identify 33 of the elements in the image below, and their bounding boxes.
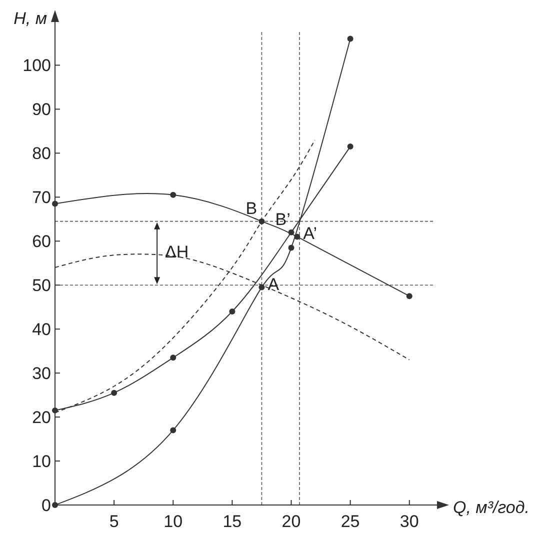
y-tick-label: 60	[32, 232, 51, 252]
x-tick-label: 15	[222, 512, 242, 531]
x-tick-label: 30	[400, 512, 419, 531]
y-tick-label: 20	[32, 408, 51, 428]
x-tick-label: 25	[340, 512, 360, 531]
y-tick-label: 70	[32, 188, 51, 208]
point	[170, 354, 176, 361]
x-axis-title: Q, м³/год.	[453, 498, 530, 517]
point	[229, 308, 236, 314]
point	[347, 144, 354, 150]
x-tick-label: 10	[164, 512, 183, 531]
point	[170, 427, 176, 434]
y-tick-label: 10	[32, 452, 51, 472]
y-tick-label: 0	[42, 496, 51, 515]
x-tick-label: 5	[109, 512, 119, 531]
point	[111, 390, 118, 396]
y-tick-label: 50	[32, 276, 51, 296]
y-tick-label: 80	[32, 144, 51, 164]
y-tick-label: 40	[32, 320, 51, 340]
annotation: B	[246, 198, 258, 218]
x-tick-label: 20	[282, 512, 301, 531]
annotation: A’	[303, 224, 318, 244]
point	[288, 229, 294, 236]
point	[406, 293, 412, 300]
y-tick-label: 100	[22, 56, 51, 76]
y-tick-label: 30	[32, 364, 51, 384]
y-axis-title: H, м	[14, 9, 48, 28]
annotation: B’	[275, 210, 290, 229]
point	[347, 36, 354, 42]
point	[170, 192, 176, 198]
annotation: ΔH	[165, 242, 189, 262]
y-tick-label: 90	[32, 100, 51, 120]
point	[288, 244, 294, 251]
